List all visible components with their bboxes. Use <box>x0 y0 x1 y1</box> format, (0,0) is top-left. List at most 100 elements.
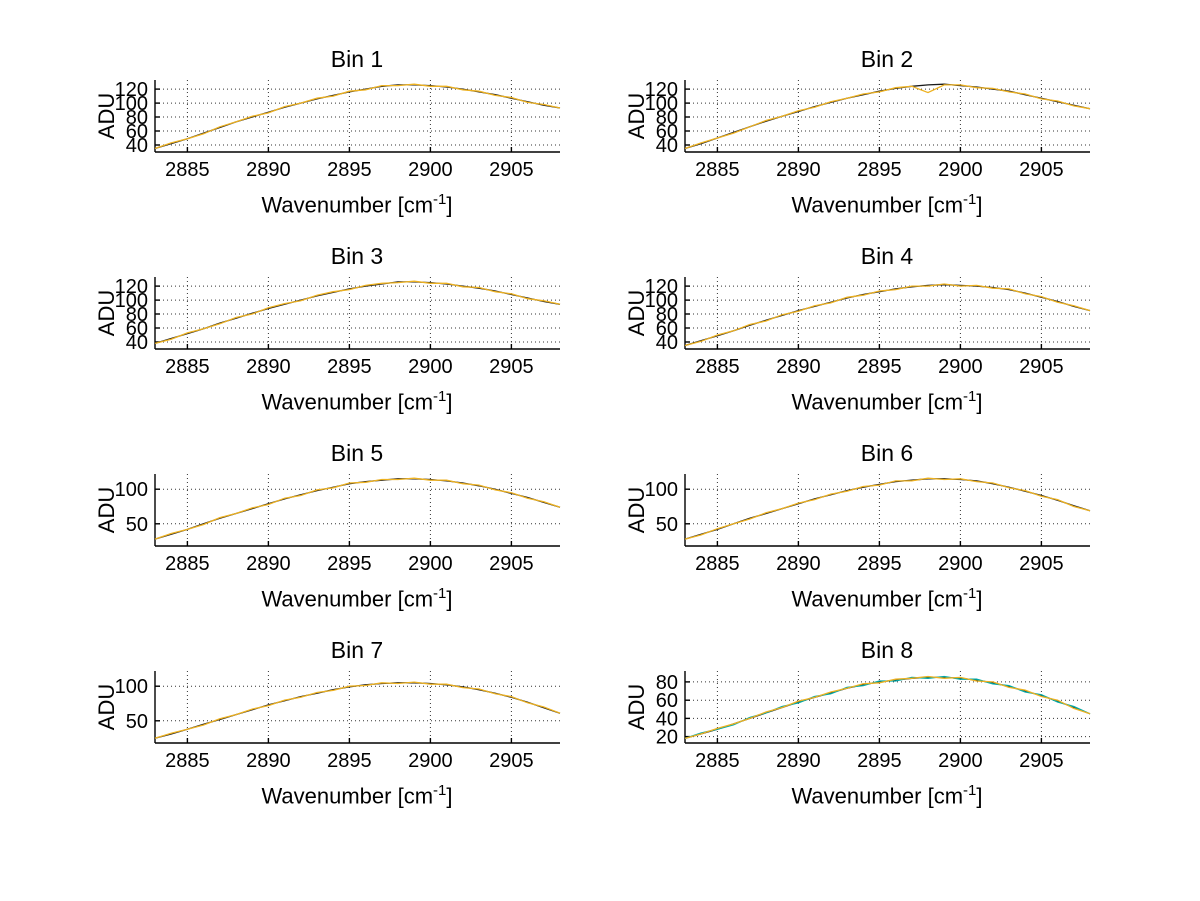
subplot-title: Bin 2 <box>860 46 914 72</box>
svg-text:60: 60 <box>126 318 148 340</box>
svg-text:2905: 2905 <box>489 750 534 772</box>
svg-text:2900: 2900 <box>938 553 983 575</box>
svg-text:2890: 2890 <box>246 553 291 575</box>
svg-text:2890: 2890 <box>246 159 291 181</box>
svg-text:100: 100 <box>645 290 678 312</box>
y-axis-label: ADU <box>624 289 649 337</box>
x-axis-label: Wavenumber [cm-1] <box>791 388 983 415</box>
subplot-title: Bin 6 <box>860 440 914 466</box>
svg-text:2900: 2900 <box>408 356 453 378</box>
svg-text:80: 80 <box>126 107 148 129</box>
svg-text:2900: 2900 <box>938 159 983 181</box>
x-axis-label: Wavenumber [cm-1] <box>791 585 983 612</box>
svg-text:2885: 2885 <box>165 553 210 575</box>
y-axis-label: ADU <box>624 486 649 534</box>
subplot-bin-5: Bin 5 ADU 50 100 2885 2890 2895 2900 2905 Wave… <box>70 438 600 635</box>
svg-text:50: 50 <box>656 514 678 536</box>
plot-area: 50 100 2885 2890 2895 2900 2905 <box>115 671 561 772</box>
subplot-title: Bin 5 <box>330 440 384 466</box>
subplot-bin-7: Bin 7 ADU 50 100 2885 2890 2895 2900 2905 Wave… <box>70 635 600 832</box>
svg-text:120: 120 <box>645 79 678 101</box>
svg-text:2895: 2895 <box>327 356 372 378</box>
y-axis-label: ADU <box>94 683 119 731</box>
svg-text:2900: 2900 <box>408 553 453 575</box>
svg-text:2885: 2885 <box>695 356 740 378</box>
svg-text:2885: 2885 <box>165 159 210 181</box>
svg-text:60: 60 <box>656 690 678 712</box>
svg-text:2905: 2905 <box>489 553 534 575</box>
subplot-bin-8: Bin 8 ADU 20 40 60 80 2885 2890 2895 2900 2905 W… <box>600 635 1130 832</box>
subplot-bin-2: Bin 2 ADU 40 60 80 100 120 2885 2890 2895 2900 29… <box>600 44 1130 241</box>
subplot-title: Bin 3 <box>330 243 384 269</box>
svg-text:2900: 2900 <box>408 750 453 772</box>
svg-text:120: 120 <box>645 276 678 298</box>
svg-text:60: 60 <box>656 318 678 340</box>
svg-text:2895: 2895 <box>327 159 372 181</box>
svg-text:80: 80 <box>126 304 148 326</box>
svg-text:80: 80 <box>656 304 678 326</box>
svg-text:2895: 2895 <box>327 750 372 772</box>
svg-text:2890: 2890 <box>246 356 291 378</box>
x-axis-label: Wavenumber [cm-1] <box>261 191 453 218</box>
svg-text:100: 100 <box>645 93 678 115</box>
svg-text:80: 80 <box>656 107 678 129</box>
svg-text:2885: 2885 <box>695 750 740 772</box>
svg-text:2900: 2900 <box>938 356 983 378</box>
y-axis-label: ADU <box>94 289 119 337</box>
plot-area: 50 100 2885 2890 2895 2900 2905 <box>115 474 561 575</box>
svg-text:2890: 2890 <box>246 750 291 772</box>
y-axis-label: ADU <box>624 683 649 731</box>
subplot-title: Bin 7 <box>330 637 384 663</box>
x-axis-label: Wavenumber [cm-1] <box>791 782 983 809</box>
svg-text:2905: 2905 <box>489 159 534 181</box>
svg-text:20: 20 <box>656 727 678 749</box>
y-axis-label: ADU <box>94 486 119 534</box>
svg-text:40: 40 <box>656 135 678 157</box>
svg-text:40: 40 <box>656 708 678 730</box>
y-axis-label: ADU <box>94 92 119 140</box>
x-axis-label: Wavenumber [cm-1] <box>791 191 983 218</box>
svg-text:2905: 2905 <box>489 356 534 378</box>
y-axis-label: ADU <box>624 92 649 140</box>
x-axis-label: Wavenumber [cm-1] <box>261 782 453 809</box>
svg-text:80: 80 <box>656 672 678 694</box>
subplot-title: Bin 4 <box>860 243 914 269</box>
svg-text:2885: 2885 <box>695 159 740 181</box>
svg-text:50: 50 <box>126 514 148 536</box>
svg-text:2890: 2890 <box>776 159 821 181</box>
svg-text:2885: 2885 <box>165 356 210 378</box>
svg-text:120: 120 <box>115 276 148 298</box>
svg-text:100: 100 <box>115 479 148 501</box>
svg-text:2895: 2895 <box>857 750 902 772</box>
svg-text:40: 40 <box>656 332 678 354</box>
svg-text:100: 100 <box>645 479 678 501</box>
svg-text:50: 50 <box>126 711 148 733</box>
svg-text:40: 40 <box>126 135 148 157</box>
svg-text:2905: 2905 <box>1019 159 1064 181</box>
svg-text:2900: 2900 <box>408 159 453 181</box>
svg-text:60: 60 <box>126 121 148 143</box>
svg-text:2905: 2905 <box>1019 553 1064 575</box>
svg-text:2890: 2890 <box>776 750 821 772</box>
svg-text:2895: 2895 <box>857 356 902 378</box>
svg-text:2895: 2895 <box>857 553 902 575</box>
svg-text:2885: 2885 <box>165 750 210 772</box>
svg-text:100: 100 <box>115 93 148 115</box>
subplot-bin-1: Bin 1 ADU 40 60 80 100 120 2885 2890 2895 2900 29… <box>70 44 600 241</box>
svg-text:100: 100 <box>115 290 148 312</box>
svg-text:60: 60 <box>656 121 678 143</box>
subplot-title: Bin 8 <box>860 637 914 663</box>
svg-text:2900: 2900 <box>938 750 983 772</box>
subplot-title: Bin 1 <box>330 46 384 72</box>
x-axis-label: Wavenumber [cm-1] <box>261 585 453 612</box>
svg-text:2890: 2890 <box>776 356 821 378</box>
svg-text:2885: 2885 <box>695 553 740 575</box>
subplot-bin-3: Bin 3 ADU 40 60 80 100 120 2885 2890 2895 2900 29… <box>70 241 600 438</box>
subplot-bin-6: Bin 6 ADU 50 100 2885 2890 2895 2900 2905 Wave… <box>600 438 1130 635</box>
